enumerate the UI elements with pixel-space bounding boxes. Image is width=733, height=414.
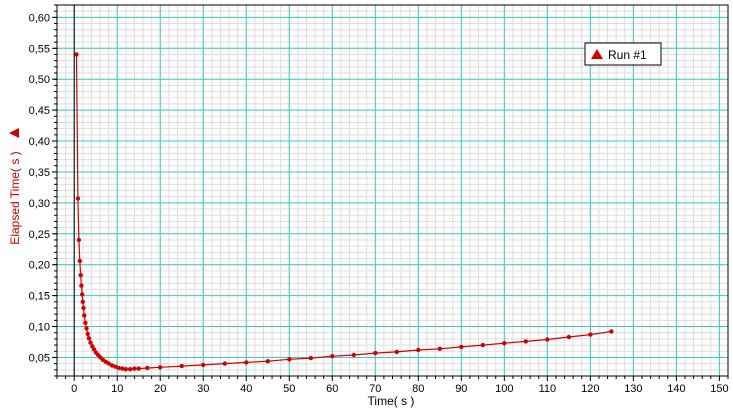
data-point <box>609 329 614 334</box>
x-tick-label: 120 <box>581 383 599 395</box>
data-point <box>123 367 128 372</box>
y-tick-label: 0,60 <box>29 12 50 24</box>
x-axis: 0 10 20 30 40 50 60 70 80 90 100 110 120 130 140 150 <box>56 376 729 395</box>
data-point <box>244 360 249 365</box>
data-point <box>78 273 83 278</box>
x-tick-label: 130 <box>624 383 642 395</box>
x-tick-label: 90 <box>455 383 467 395</box>
data-point <box>75 196 81 201</box>
y-tick-label: 0,50 <box>29 74 50 86</box>
data-point <box>179 363 184 369</box>
data-point <box>394 349 399 355</box>
data-point <box>74 52 79 57</box>
data-point <box>265 359 270 364</box>
data-point <box>502 341 507 346</box>
x-tick-label: 140 <box>667 383 685 395</box>
y-tick-label: 0,45 <box>29 105 50 117</box>
data-point <box>588 332 593 337</box>
x-tick-label: 110 <box>539 383 557 395</box>
x-tick-label: 20 <box>154 383 166 395</box>
data-point <box>136 366 141 371</box>
y-tick-label: 0,55 <box>29 43 50 55</box>
legend[interactable]: Run #1 <box>584 42 662 66</box>
data-point <box>201 362 206 368</box>
data-point <box>76 237 82 243</box>
x-tick-label: 100 <box>495 383 513 395</box>
data-point <box>106 361 112 366</box>
y-tick-label: 0,05 <box>29 352 50 364</box>
data-point <box>84 326 89 331</box>
y-tick-label: 0,10 <box>29 322 50 334</box>
data-point <box>566 334 572 340</box>
data-point <box>113 364 118 369</box>
x-tick-label: 10 <box>111 383 123 395</box>
data-point <box>88 340 93 345</box>
x-tick-label: 0 <box>71 383 77 395</box>
data-point <box>132 366 137 371</box>
data-point <box>80 292 85 297</box>
data-point <box>82 313 87 318</box>
y-axis-triangle-icon <box>9 128 19 138</box>
y-tick-label: 0,15 <box>29 291 50 303</box>
y-tick-label: 0,40 <box>29 136 50 148</box>
x-tick-label: 60 <box>326 383 338 395</box>
x-tick-label: 70 <box>369 383 381 395</box>
series-layer <box>74 52 614 372</box>
data-point <box>437 346 442 351</box>
legend-box <box>584 42 662 66</box>
data-point <box>330 354 335 359</box>
data-point <box>523 339 528 344</box>
x-tick-label: 80 <box>412 383 424 395</box>
y-tick-label: 0,30 <box>29 198 50 210</box>
data-point <box>109 363 115 368</box>
data-point <box>158 365 163 370</box>
data-point <box>80 299 86 304</box>
x-tick-label: 40 <box>240 383 252 395</box>
data-point <box>81 305 86 311</box>
y-tick-label: 0,20 <box>29 260 50 272</box>
data-point <box>83 320 88 325</box>
data-point <box>545 337 550 342</box>
legend-label: Run #1 <box>608 48 647 62</box>
legend-triangle-icon <box>591 49 603 59</box>
x-tick-label: 150 <box>710 383 728 395</box>
y-axis-title: Elapsed Time( s ) <box>8 151 22 244</box>
data-point <box>222 361 227 366</box>
y-tick-label: 0,35 <box>29 167 50 179</box>
data-point <box>308 355 313 361</box>
data-point <box>416 347 421 353</box>
data-point <box>145 365 150 371</box>
data-point <box>127 367 133 372</box>
x-axis-title: Time( s ) <box>368 394 415 408</box>
data-point <box>120 366 125 371</box>
y-tick-label: 0,25 <box>29 229 50 241</box>
data-point <box>459 344 464 350</box>
data-point <box>86 336 92 341</box>
data-point <box>116 365 122 371</box>
data-point <box>373 350 378 356</box>
data-point <box>287 357 292 362</box>
data-point <box>85 331 91 337</box>
data-point <box>79 283 84 288</box>
data-point <box>351 352 356 358</box>
x-tick-label: 50 <box>283 383 295 395</box>
data-point <box>480 342 485 348</box>
y-axis: 0,05 0,10 0,15 0,20 0,25 0,30 0,35 0,40 0,45 0,50… <box>29 4 57 377</box>
y-axis-title-group: Elapsed Time( s ) <box>8 151 22 244</box>
x-tick-label: 30 <box>197 383 209 395</box>
data-point <box>77 258 83 264</box>
